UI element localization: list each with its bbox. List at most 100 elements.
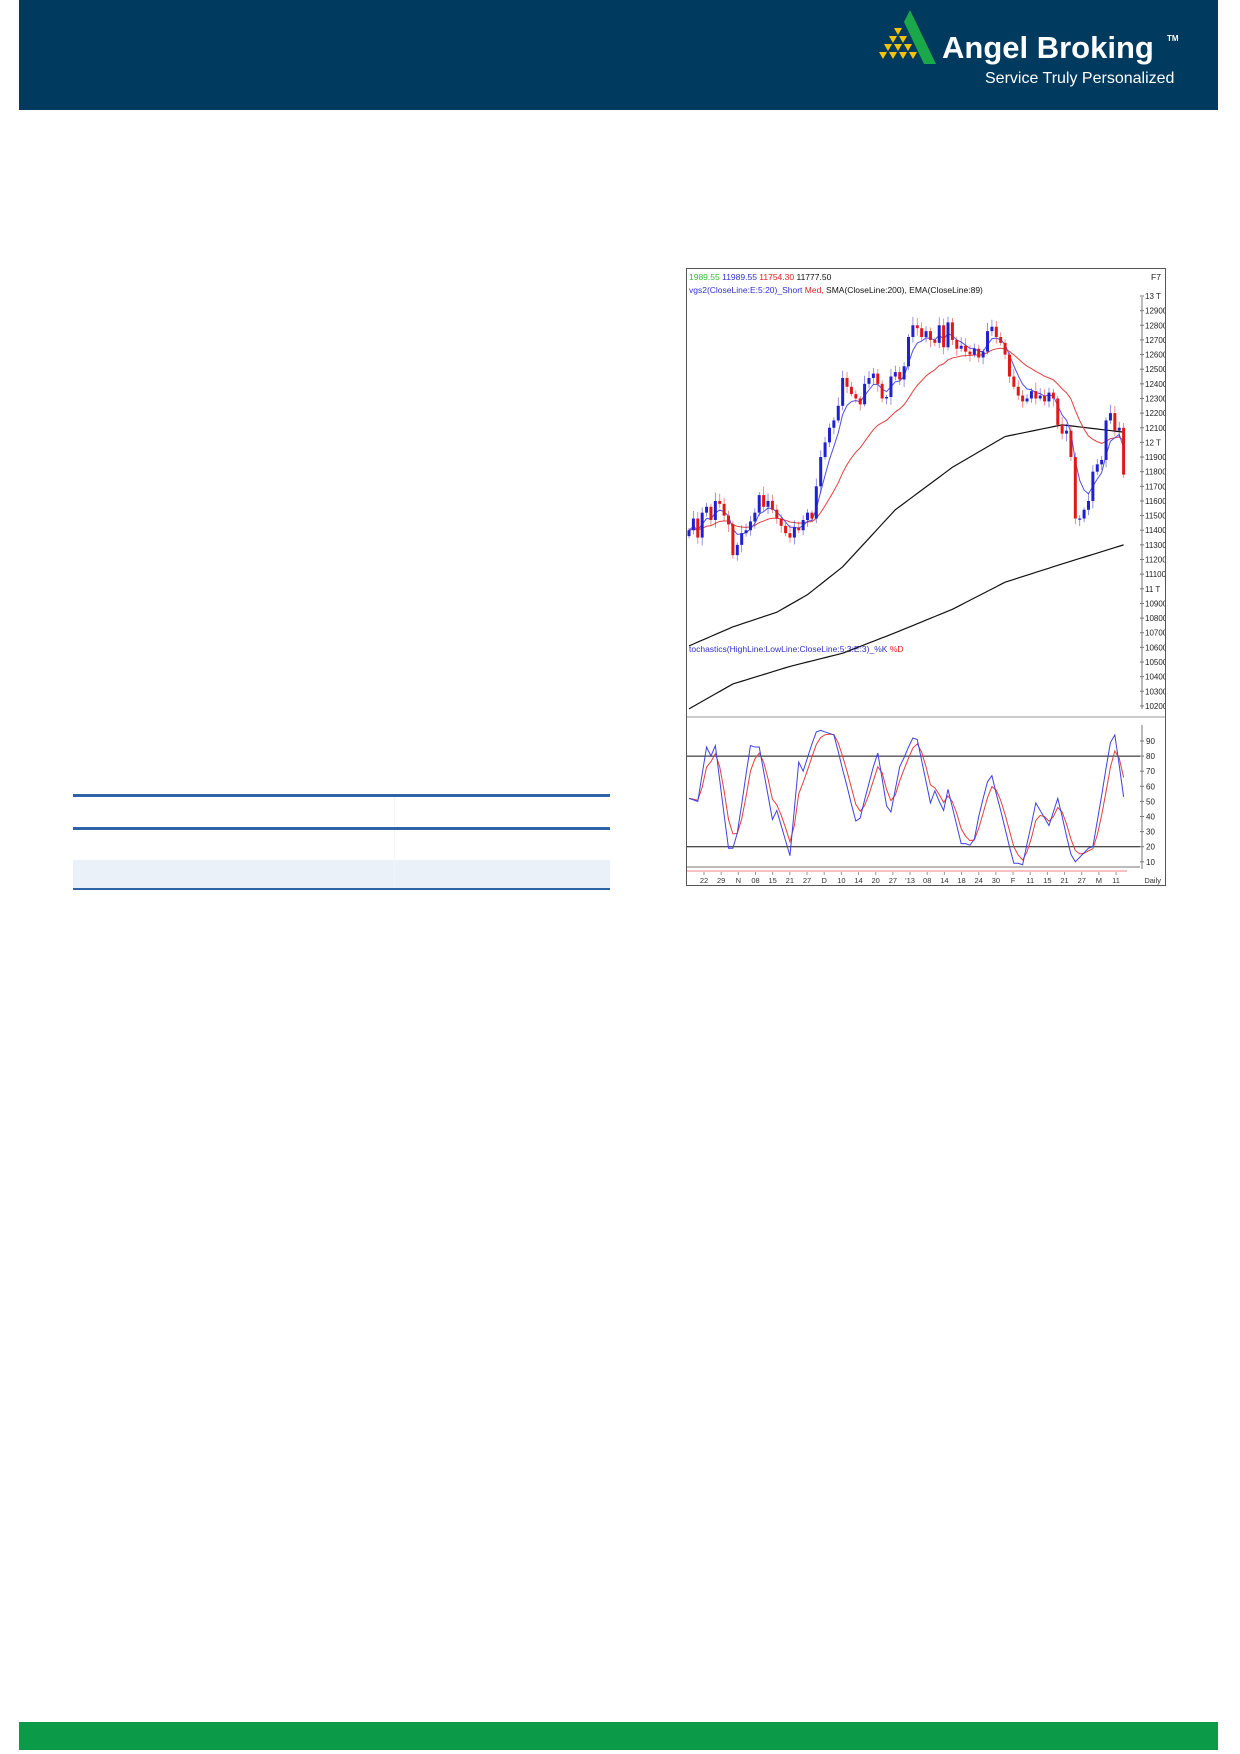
table-top-rule	[73, 794, 610, 797]
x-tick-label: 24	[975, 876, 983, 885]
ema89-line	[688, 424, 1124, 647]
candle-body	[863, 383, 867, 405]
candle-body	[691, 518, 695, 531]
candle	[735, 542, 739, 561]
candle	[871, 367, 875, 384]
stoch-k-line	[688, 729, 1125, 866]
price-tick-label: 10600	[1145, 643, 1165, 652]
price-tick-label: 12100	[1145, 424, 1165, 433]
candle	[986, 322, 990, 355]
candle-body	[994, 326, 998, 337]
corner-label: F7	[1151, 272, 1161, 282]
x-tick-label: 15	[769, 876, 777, 885]
price-tick-label: 11500	[1145, 512, 1165, 521]
stoch-tick-label: 50	[1146, 797, 1155, 806]
candle	[814, 478, 818, 524]
candle-body	[740, 533, 744, 545]
candle	[722, 497, 726, 522]
candle-body	[705, 506, 709, 513]
candle-body	[713, 500, 717, 520]
candle	[832, 417, 836, 435]
candle	[705, 502, 709, 517]
stoch-tick-label: 60	[1146, 782, 1155, 791]
price-tick-label: 11800	[1145, 468, 1165, 477]
x-tick-label: '13	[905, 876, 915, 885]
indicator-legend: vgs2(CloseLine:E:5:20)_Short Med, SMA(Cl…	[689, 285, 983, 295]
candle-body	[1047, 392, 1051, 402]
candle-body	[977, 348, 981, 358]
candle-body	[700, 512, 704, 538]
x-tick-label: 30	[992, 876, 1000, 885]
candle-body	[836, 405, 840, 421]
candle	[1060, 416, 1064, 440]
candle-body	[1021, 395, 1025, 402]
candle-body	[1038, 395, 1042, 399]
candle-body	[889, 376, 893, 398]
price-tick-label: 11900	[1145, 453, 1165, 462]
header-values: 1989.55 11989.55 11754.30 11777.50	[689, 272, 832, 282]
candle-body	[920, 328, 924, 337]
candle	[709, 503, 713, 526]
price-tick-label: 12700	[1145, 336, 1165, 345]
candle	[1065, 423, 1069, 442]
candle-body	[806, 512, 810, 520]
x-tick-label: 27	[889, 876, 897, 885]
candle-body	[876, 373, 880, 384]
candle	[994, 320, 998, 344]
candle	[727, 510, 731, 532]
candle-body	[924, 331, 928, 337]
sma200-line	[688, 544, 1124, 710]
candle	[915, 318, 919, 336]
candle-body	[762, 495, 766, 507]
price-tick-label: 12300	[1145, 394, 1165, 403]
table-header-rule	[73, 827, 610, 830]
candle	[740, 525, 744, 553]
candle	[753, 508, 757, 529]
candle	[1100, 455, 1104, 470]
candle	[700, 507, 704, 546]
candle-body	[902, 366, 906, 380]
candle-body	[871, 373, 875, 378]
candle-body	[1007, 354, 1011, 377]
candle	[762, 486, 766, 513]
candle-body	[1065, 430, 1069, 434]
candle	[981, 348, 985, 365]
candle	[1073, 452, 1077, 525]
candle	[827, 423, 831, 447]
indicator-legend-item-1: Med,	[802, 285, 823, 295]
candle	[757, 491, 761, 517]
candle-body	[797, 527, 801, 531]
price-tick-label: 12800	[1145, 321, 1165, 330]
candle	[1051, 388, 1055, 407]
candle	[937, 317, 941, 349]
candle	[1034, 382, 1038, 405]
price-tick-label: 10700	[1145, 629, 1165, 638]
candle	[854, 390, 858, 403]
x-tick-label: 22	[700, 876, 708, 885]
candle	[863, 375, 867, 407]
candle	[770, 494, 774, 513]
candle	[784, 523, 788, 537]
candle-body	[788, 533, 792, 538]
candle-body	[1012, 376, 1016, 387]
x-tick-label: 11	[1026, 876, 1034, 885]
price-tick-label: 12600	[1145, 351, 1165, 360]
candle-body	[709, 506, 713, 520]
candle-body	[1025, 398, 1029, 402]
candle-body	[968, 351, 972, 355]
candle-body	[858, 398, 862, 405]
candle	[1082, 507, 1086, 523]
candle	[880, 380, 884, 403]
candle-body	[986, 331, 990, 352]
candle	[1117, 421, 1121, 438]
candle-body	[1029, 391, 1033, 399]
candle	[968, 345, 972, 362]
candle-body	[915, 325, 919, 329]
candle-body	[744, 530, 748, 534]
x-tick-label: M	[1096, 876, 1102, 885]
candle-body	[810, 512, 814, 519]
candle-body	[928, 331, 932, 340]
candle	[687, 528, 691, 539]
candle-body	[1082, 509, 1086, 519]
candle-body	[911, 325, 915, 337]
